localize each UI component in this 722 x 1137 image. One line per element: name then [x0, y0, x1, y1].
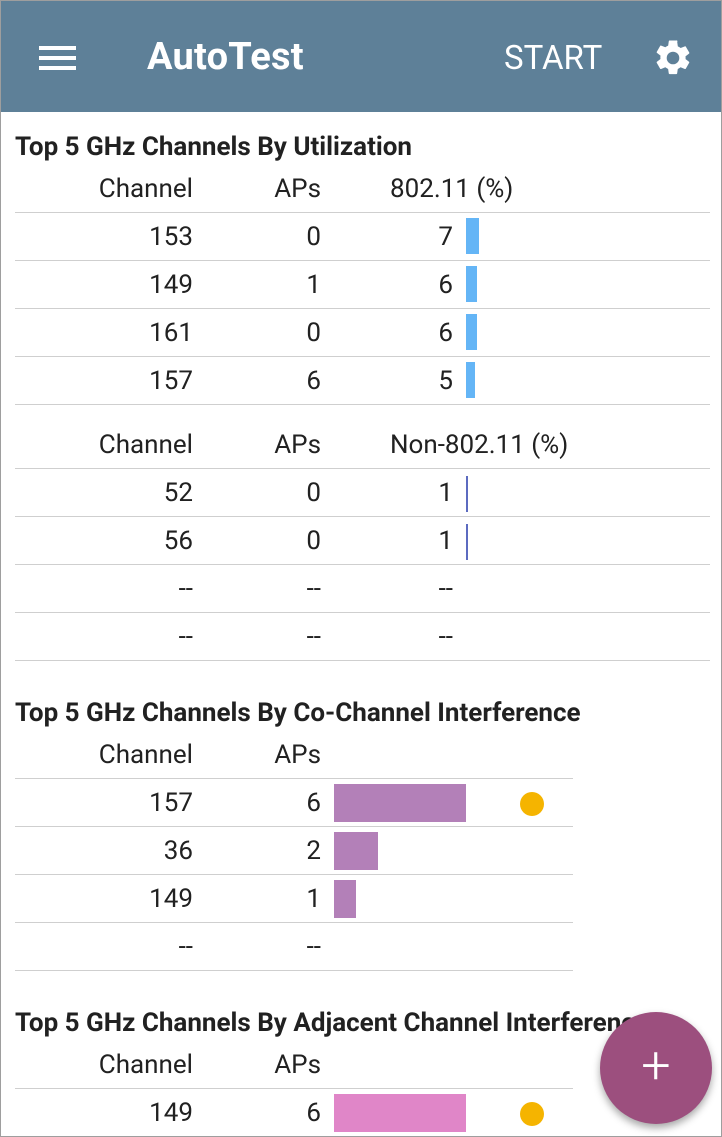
channel-cell: 153	[149, 222, 193, 252]
utilization-bar	[466, 314, 477, 350]
channel-cell: 36	[163, 836, 193, 866]
divider	[15, 404, 710, 405]
aps-cell: 1	[306, 270, 321, 300]
channel-cell: 157	[149, 788, 193, 818]
divider	[15, 564, 710, 565]
section-title-utilization: Top 5 GHz Channels By Utilization	[15, 132, 412, 162]
divider	[15, 356, 710, 357]
header-aps: APs	[274, 1050, 321, 1080]
non80211-bar	[466, 476, 468, 512]
add-fab-button[interactable]: +	[600, 1012, 712, 1124]
channel-cell: 56	[163, 526, 193, 556]
divider	[15, 874, 573, 875]
channel-cell: --	[178, 622, 193, 652]
warning-dot-icon	[520, 792, 544, 816]
divider	[15, 826, 573, 827]
section-title-cochannel: Top 5 GHz Channels By Co-Channel Interfe…	[15, 698, 581, 728]
divider	[15, 922, 573, 923]
pct-cell: 6	[438, 318, 453, 348]
gear-icon[interactable]	[652, 37, 694, 79]
aps-cell: 0	[306, 526, 321, 556]
aps-cell: 0	[306, 318, 321, 348]
utilization-bar	[466, 218, 479, 254]
header-channel: Channel	[98, 740, 193, 770]
channel-cell: --	[178, 574, 193, 604]
channel-cell: --	[178, 932, 193, 962]
aps-cell: 0	[306, 478, 321, 508]
cochannel-bar	[334, 832, 378, 870]
aps-cell: 6	[306, 1098, 321, 1128]
divider	[15, 212, 710, 213]
utilization-bar	[466, 266, 477, 302]
start-button[interactable]: START	[504, 39, 603, 78]
header-aps: APs	[274, 430, 321, 460]
aps-cell: 0	[306, 222, 321, 252]
pct-cell: --	[438, 622, 453, 652]
divider	[15, 778, 573, 779]
app-bar: AutoTest START	[1, 1, 721, 112]
header-80211: 802.11 (%)	[390, 174, 514, 204]
utilization-bar	[466, 362, 475, 398]
channel-cell: 161	[149, 318, 193, 348]
warning-dot-icon	[520, 1102, 544, 1126]
channel-cell: 52	[163, 478, 193, 508]
aps-cell: 1	[306, 884, 321, 914]
pct-cell: 6	[438, 270, 453, 300]
divider	[15, 1088, 573, 1089]
divider	[15, 260, 710, 261]
section-title-adjacent: Top 5 GHz Channels By Adjacent Channel I…	[15, 1008, 649, 1038]
header-non80211: Non-802.11 (%)	[390, 430, 569, 460]
divider	[15, 308, 710, 309]
channel-cell: 157	[149, 366, 193, 396]
cochannel-bar	[334, 784, 466, 822]
header-channel: Channel	[98, 430, 193, 460]
adjacent-bar	[334, 1094, 466, 1132]
pct-cell: 7	[438, 222, 453, 252]
divider	[15, 660, 710, 661]
pct-cell: 1	[438, 478, 453, 508]
non80211-bar	[466, 524, 468, 560]
pct-cell: 1	[438, 526, 453, 556]
aps-cell: 6	[306, 788, 321, 818]
aps-cell: 2	[306, 836, 321, 866]
header-channel: Channel	[98, 1050, 193, 1080]
header-aps: APs	[274, 174, 321, 204]
cochannel-bar	[334, 880, 356, 918]
aps-cell: 6	[306, 366, 321, 396]
channel-cell: 149	[149, 884, 193, 914]
pct-cell: --	[438, 574, 453, 604]
aps-cell: --	[306, 574, 321, 604]
divider	[15, 970, 573, 971]
header-aps: APs	[274, 740, 321, 770]
hamburger-menu-icon[interactable]	[39, 46, 76, 70]
divider	[15, 612, 710, 613]
aps-cell: --	[306, 932, 321, 962]
channel-cell: 149	[149, 270, 193, 300]
divider	[15, 468, 710, 469]
channel-cell: 149	[149, 1098, 193, 1128]
app-title: AutoTest	[147, 35, 304, 79]
aps-cell: --	[306, 622, 321, 652]
pct-cell: 5	[438, 366, 453, 396]
divider	[15, 516, 710, 517]
header-channel: Channel	[98, 174, 193, 204]
